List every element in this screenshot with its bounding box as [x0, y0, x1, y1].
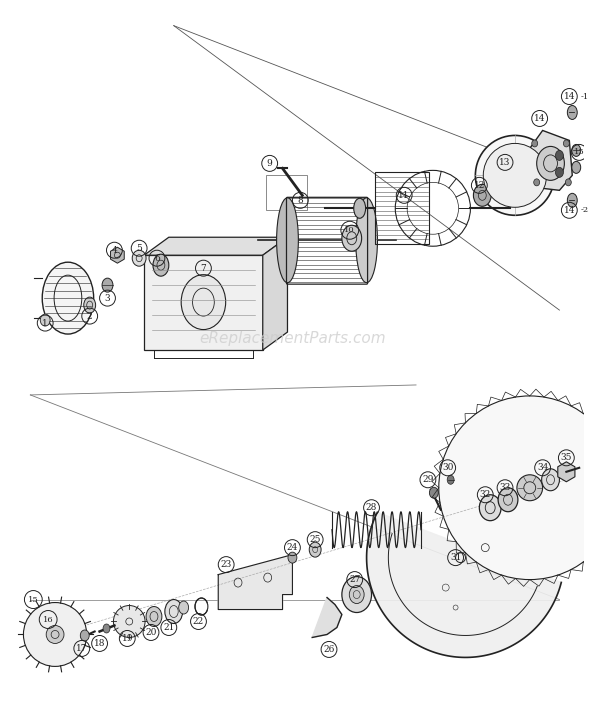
- Ellipse shape: [349, 585, 364, 603]
- Text: 25: 25: [309, 535, 321, 544]
- Circle shape: [476, 136, 555, 216]
- Ellipse shape: [132, 250, 146, 266]
- Ellipse shape: [498, 487, 518, 512]
- Ellipse shape: [103, 624, 110, 633]
- Bar: [375, 172, 429, 244]
- Ellipse shape: [473, 185, 491, 206]
- Text: 6: 6: [154, 254, 160, 262]
- Text: 10: 10: [345, 226, 355, 234]
- Ellipse shape: [42, 262, 94, 334]
- Text: 32: 32: [480, 490, 491, 499]
- Circle shape: [483, 143, 546, 208]
- Text: 31: 31: [450, 553, 461, 562]
- Ellipse shape: [342, 225, 362, 251]
- Text: eReplacementParts.com: eReplacementParts.com: [199, 330, 386, 345]
- Text: 30: 30: [442, 464, 453, 472]
- Text: 28: 28: [366, 503, 377, 512]
- Text: 2: 2: [87, 311, 93, 321]
- Text: -1: -1: [580, 92, 588, 100]
- Ellipse shape: [537, 146, 565, 180]
- Ellipse shape: [517, 475, 543, 500]
- Ellipse shape: [277, 198, 299, 283]
- Text: 19: 19: [122, 634, 133, 643]
- Ellipse shape: [181, 275, 225, 329]
- Text: 14: 14: [563, 205, 575, 215]
- Text: 17: 17: [76, 644, 87, 653]
- Polygon shape: [144, 255, 263, 350]
- Ellipse shape: [165, 600, 183, 624]
- Ellipse shape: [572, 162, 581, 173]
- Text: 24: 24: [287, 543, 298, 552]
- Ellipse shape: [309, 542, 321, 557]
- Polygon shape: [366, 513, 561, 658]
- Text: 34: 34: [537, 464, 548, 472]
- Text: 21: 21: [163, 623, 175, 632]
- Text: 8: 8: [297, 196, 303, 205]
- Ellipse shape: [534, 179, 540, 186]
- Text: 20: 20: [145, 628, 157, 637]
- Ellipse shape: [46, 626, 64, 643]
- Polygon shape: [218, 554, 293, 609]
- Ellipse shape: [146, 606, 162, 627]
- Ellipse shape: [430, 487, 438, 498]
- Text: 5: 5: [136, 244, 142, 253]
- Ellipse shape: [179, 601, 189, 614]
- Text: 14: 14: [534, 114, 545, 123]
- Ellipse shape: [356, 198, 378, 283]
- Ellipse shape: [555, 167, 563, 177]
- Polygon shape: [530, 131, 572, 190]
- Text: 14: 14: [563, 92, 575, 101]
- Text: 12: 12: [474, 181, 485, 190]
- Ellipse shape: [532, 140, 537, 147]
- Text: -2: -2: [580, 206, 588, 214]
- Ellipse shape: [479, 495, 501, 521]
- Text: 9: 9: [267, 159, 273, 168]
- Ellipse shape: [288, 552, 297, 563]
- Text: 22: 22: [193, 617, 204, 626]
- Polygon shape: [144, 237, 287, 255]
- Circle shape: [113, 606, 145, 637]
- Text: 29: 29: [422, 475, 434, 485]
- Ellipse shape: [153, 255, 169, 276]
- Ellipse shape: [447, 475, 454, 485]
- Text: 23: 23: [221, 560, 232, 569]
- Ellipse shape: [40, 314, 50, 326]
- Ellipse shape: [354, 198, 366, 218]
- Text: 1: 1: [42, 319, 48, 327]
- Ellipse shape: [102, 278, 113, 292]
- Ellipse shape: [542, 469, 559, 491]
- Polygon shape: [558, 462, 575, 482]
- Circle shape: [24, 603, 87, 666]
- Text: 15: 15: [28, 596, 39, 603]
- Ellipse shape: [568, 105, 577, 120]
- Ellipse shape: [565, 179, 571, 186]
- Text: 13: 13: [499, 158, 511, 167]
- Text: 4: 4: [112, 246, 117, 255]
- Ellipse shape: [572, 144, 581, 156]
- Text: 27: 27: [349, 575, 360, 584]
- Circle shape: [439, 396, 590, 580]
- Text: 26: 26: [323, 645, 335, 654]
- Text: 7: 7: [201, 264, 206, 273]
- Text: 16: 16: [43, 616, 54, 624]
- Text: 15: 15: [574, 149, 585, 156]
- Ellipse shape: [563, 140, 569, 147]
- Ellipse shape: [555, 151, 563, 160]
- Text: 35: 35: [560, 454, 572, 462]
- Polygon shape: [110, 247, 124, 263]
- Polygon shape: [263, 237, 287, 350]
- Ellipse shape: [342, 577, 372, 613]
- Text: 18: 18: [94, 639, 106, 648]
- Ellipse shape: [568, 193, 577, 208]
- Text: 33: 33: [499, 483, 511, 492]
- Polygon shape: [312, 598, 342, 637]
- Text: 11: 11: [398, 191, 410, 200]
- Ellipse shape: [84, 297, 96, 313]
- Text: 3: 3: [104, 293, 110, 303]
- Ellipse shape: [80, 630, 89, 641]
